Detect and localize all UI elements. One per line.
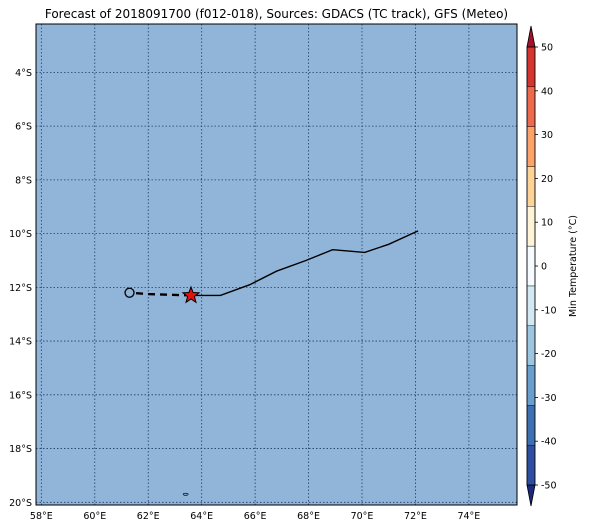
lat-tick-label: 12°S (9, 283, 32, 294)
colorbar-tick-label: -40 (541, 437, 557, 448)
lon-tick-label: 74°E (457, 511, 480, 522)
colorbar-segment (526, 444, 536, 486)
lon-tick-label: 70°E (351, 511, 374, 522)
colorbar-segment (526, 325, 536, 366)
colorbar-tick-label: -50 (541, 481, 557, 492)
colorbar-tick-label: -10 (541, 305, 557, 316)
ocean-area (36, 24, 517, 505)
lon-tick-label: 62°E (137, 511, 160, 522)
colorbar-tick-label: 30 (541, 130, 553, 141)
colorbar-tick-label: 10 (541, 218, 553, 229)
lon-tick-label: 58°E (30, 511, 53, 522)
forecast-track-line (129, 291, 192, 297)
lat-tick-label: 20°S (9, 498, 32, 509)
lat-tick-label: 6°S (15, 122, 32, 133)
longitude-ticks: 58°E 60°E 62°E 64°E 66°E 68°E 70°E 72°E 74°E (30, 511, 480, 522)
colorbar-segment (526, 166, 536, 207)
lon-tick-label: 64°E (190, 511, 213, 522)
lat-tick-label: 18°S (9, 444, 32, 455)
lat-tick-label: 14°S (9, 337, 32, 348)
forecast-position-marker (124, 287, 135, 298)
colorbar-max-extension (526, 25, 536, 48)
colorbar-segment (526, 245, 536, 287)
colorbar-segment (526, 365, 536, 406)
colorbar-tick-label: 50 (541, 43, 553, 54)
colorbar-segment (526, 86, 536, 127)
colorbar-ticks: -50 -40 -30 -20 -10 0 10 20 30 40 50 (535, 43, 557, 492)
cyclone-track-layer (124, 230, 419, 496)
colorbar-segment (526, 46, 536, 88)
colorbar-segment (526, 405, 536, 446)
lon-tick-label: 60°E (83, 511, 106, 522)
current-position-star-icon (181, 285, 201, 304)
colorbar-tick-label: -30 (541, 393, 557, 404)
colorbar-label: Min Temperature (°C) (568, 215, 579, 317)
colorbar-segments (526, 25, 536, 507)
lat-tick-label: 10°S (9, 229, 32, 240)
lat-tick-label: 4°S (15, 68, 32, 79)
colorbar-min-extension (526, 484, 536, 507)
past-track-line (185, 230, 419, 297)
lat-tick-label: 16°S (9, 390, 32, 401)
colorbar-tick-label: -20 (541, 349, 557, 360)
lon-tick-label: 72°E (404, 511, 427, 522)
map-title: Forecast of 2018091700 (f012-018), Sourc… (44, 7, 509, 21)
island-shape (182, 492, 189, 496)
colorbar-segment (526, 126, 536, 167)
colorbar-segment (526, 206, 536, 247)
map-frame (35, 23, 518, 506)
lon-tick-label: 66°E (244, 511, 267, 522)
colorbar-segment (526, 285, 536, 326)
latitude-ticks: 4°S 6°S 8°S 10°S 12°S 14°S 16°S 18°S 20°S (9, 68, 32, 509)
colorbar: -50 -40 -30 -20 -10 0 10 20 30 40 50 Min Temperatu… (526, 25, 579, 507)
lat-tick-label: 8°S (15, 175, 32, 186)
colorbar-tick-label: 20 (541, 174, 553, 185)
colorbar-tick-label: 40 (541, 86, 553, 97)
lon-tick-label: 68°E (297, 511, 320, 522)
colorbar-tick-label: 0 (541, 262, 547, 273)
